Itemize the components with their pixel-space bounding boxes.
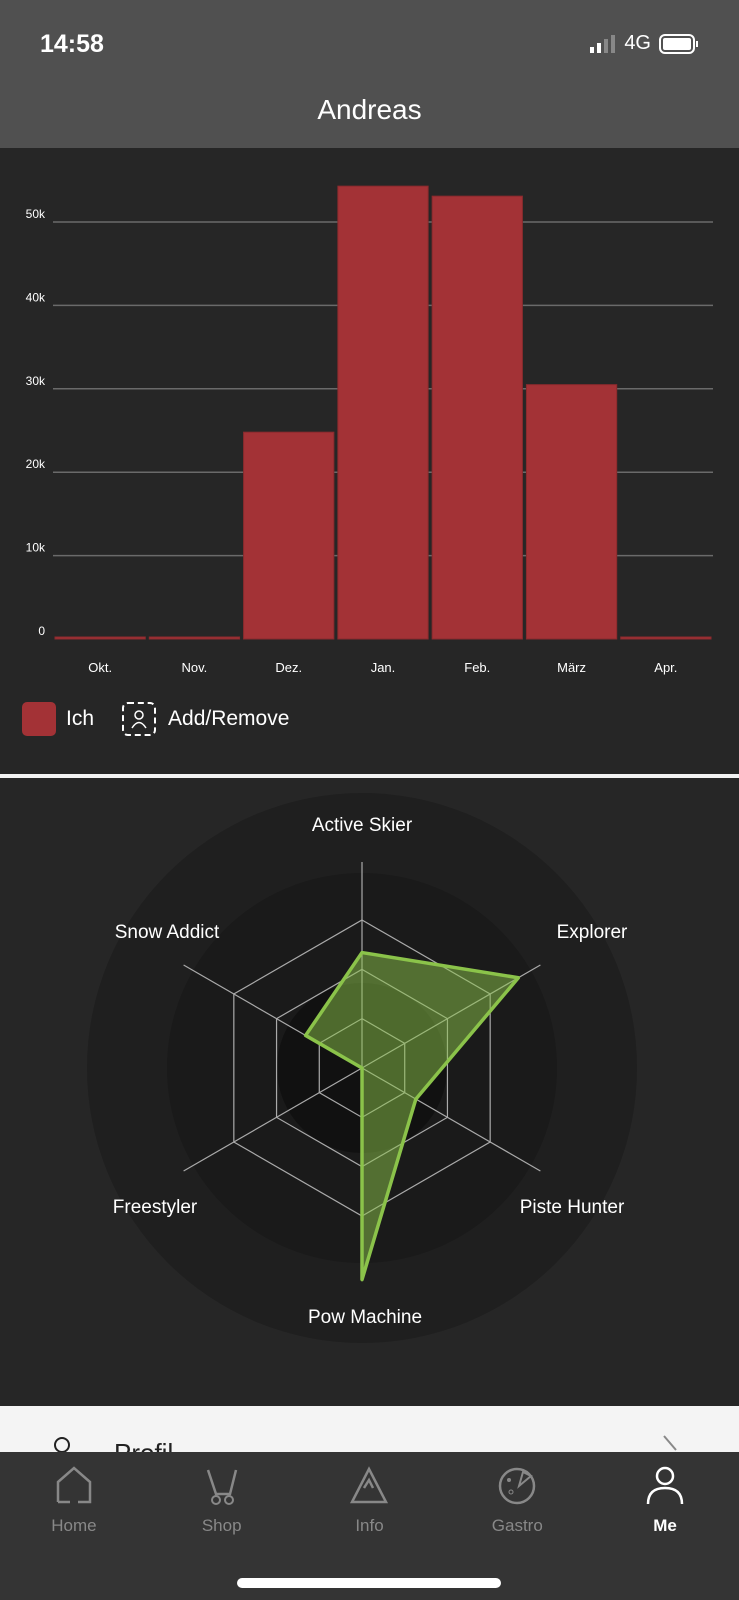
cart-icon: [206, 1469, 237, 1505]
person-icon: [131, 710, 147, 729]
page-title: Andreas: [317, 94, 422, 125]
tab-shop[interactable]: Shop: [148, 1452, 296, 1600]
profil-row[interactable]: Profil: [0, 1406, 739, 1456]
tab-label: Me: [653, 1516, 677, 1535]
pizza-icon: [499, 1467, 536, 1505]
mountain-icon: [350, 1466, 389, 1504]
x-tick-label: März: [557, 660, 586, 675]
y-tick-label: 0: [38, 624, 45, 638]
chart-legend: Ich Add/Remove: [22, 702, 289, 736]
bar: [431, 195, 523, 640]
x-tick-label: Nov.: [182, 660, 208, 675]
signal-icon: [590, 34, 616, 53]
tab-home[interactable]: Home: [0, 1452, 148, 1600]
y-tick-label: 20k: [26, 457, 46, 471]
x-tick-label: Jan.: [371, 660, 396, 675]
tab-me[interactable]: Me: [591, 1452, 739, 1600]
legend-series-label: Ich: [66, 707, 95, 730]
chevron-right-icon: [663, 1435, 677, 1451]
legend-swatch: [22, 702, 56, 736]
bar-chart: 0 10k 20k 30k 40k 50k Okt. Nov. Dez. Jan. Feb. März…: [26, 185, 713, 675]
tab-info[interactable]: Info: [296, 1452, 444, 1600]
bar: [620, 636, 712, 640]
x-tick-label: Feb.: [464, 660, 490, 675]
radar-axis-label: Freestyler: [113, 1197, 198, 1218]
bar: [525, 384, 618, 640]
battery-icon: [659, 33, 698, 54]
tab-gastro[interactable]: Gastro: [443, 1452, 591, 1600]
y-tick-label: 40k: [26, 290, 46, 304]
tab-bar: Home Shop Info Gastro Me: [0, 1452, 739, 1600]
tab-label: Shop: [201, 1516, 242, 1535]
home-icon: [56, 1466, 92, 1504]
radar-axis-label: Explorer: [557, 922, 628, 943]
radar-axis-label: Snow Addict: [115, 922, 220, 943]
y-tick-label: 30k: [26, 374, 46, 388]
bar: [243, 431, 335, 640]
radar-axis-label: Pow Machine: [308, 1307, 422, 1328]
tab-label: Info: [355, 1516, 384, 1535]
status-icons: 4G: [590, 32, 699, 55]
home-indicator[interactable]: [237, 1578, 501, 1588]
radar-axis: [183, 1067, 363, 1172]
x-tick-label: Apr.: [654, 660, 677, 675]
bar: [337, 185, 429, 640]
radar-series-polygon: [303, 950, 521, 1282]
person-icon: [646, 1466, 684, 1505]
status-bar: 14:58 4G: [0, 0, 739, 90]
page-header: Andreas: [0, 90, 739, 148]
bar: [148, 636, 241, 640]
radar-chart: Active Skier Explorer Piste Hunter Pow Mach…: [87, 793, 637, 1343]
add-remove-button[interactable]: Add/Remove: [168, 707, 290, 730]
profil-label: Profil: [114, 1438, 174, 1456]
radar-axis-label: Piste Hunter: [520, 1197, 625, 1218]
network-type: 4G: [624, 32, 651, 54]
tab-label: Gastro: [491, 1516, 543, 1535]
bar: [54, 636, 146, 640]
divider: [0, 774, 739, 778]
add-remove-button-icon[interactable]: [122, 702, 157, 736]
tab-label: Home: [51, 1516, 97, 1535]
y-tick-label: 50k: [26, 207, 46, 221]
x-tick-label: Dez.: [275, 660, 302, 675]
y-tick-label: 10k: [26, 541, 46, 555]
radar-axis-label: Active Skier: [312, 815, 413, 836]
x-tick-label: Okt.: [88, 660, 112, 675]
clock: 14:58: [40, 30, 104, 58]
